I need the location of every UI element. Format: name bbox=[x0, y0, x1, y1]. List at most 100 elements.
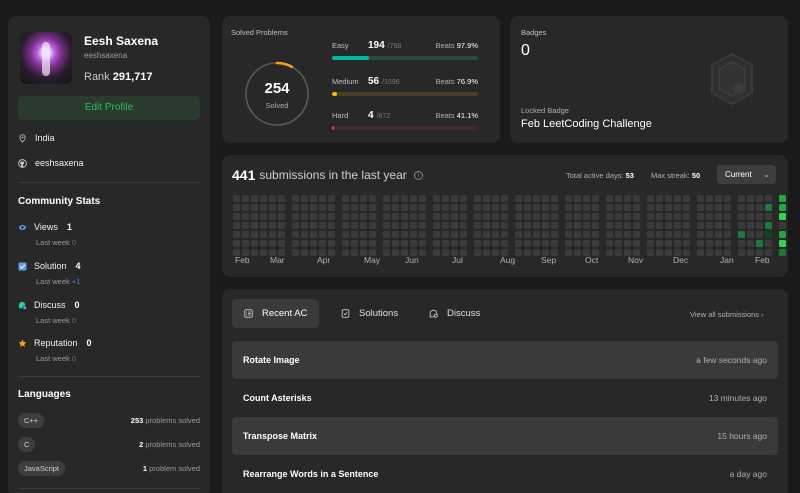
heatmap-cell[interactable] bbox=[451, 249, 458, 256]
heatmap-cell[interactable] bbox=[533, 249, 540, 256]
heatmap-cell[interactable] bbox=[278, 195, 285, 202]
heatmap-cell[interactable] bbox=[542, 240, 549, 247]
heatmap-cell[interactable] bbox=[606, 249, 613, 256]
language-chip[interactable]: C bbox=[18, 437, 36, 452]
heatmap-cell[interactable] bbox=[269, 231, 276, 238]
heatmap-cell[interactable] bbox=[483, 231, 490, 238]
heatmap-cell[interactable] bbox=[738, 222, 745, 229]
heatmap-cell[interactable] bbox=[242, 213, 249, 220]
heatmap-cell[interactable] bbox=[565, 249, 572, 256]
heatmap-cell[interactable] bbox=[278, 231, 285, 238]
heatmap-cell[interactable] bbox=[738, 195, 745, 202]
heatmap-cell[interactable] bbox=[251, 213, 258, 220]
heatmap-cell[interactable] bbox=[565, 222, 572, 229]
heatmap-cell[interactable] bbox=[624, 240, 631, 247]
heatmap-cell[interactable] bbox=[633, 240, 640, 247]
heatmap-cell[interactable] bbox=[310, 231, 317, 238]
heatmap-cell[interactable] bbox=[260, 240, 267, 247]
heatmap-cell[interactable] bbox=[433, 195, 440, 202]
heatmap-cell[interactable] bbox=[401, 240, 408, 247]
heatmap-cell[interactable] bbox=[419, 222, 426, 229]
heatmap-cell[interactable] bbox=[724, 204, 731, 211]
heatmap-cell[interactable] bbox=[301, 222, 308, 229]
heatmap-cell[interactable] bbox=[392, 240, 399, 247]
heatmap-cell[interactable] bbox=[342, 231, 349, 238]
heatmap-cell[interactable] bbox=[765, 249, 772, 256]
heatmap-cell[interactable] bbox=[583, 195, 590, 202]
heatmap-cell[interactable] bbox=[442, 240, 449, 247]
heatmap-cell[interactable] bbox=[242, 195, 249, 202]
heatmap-cell[interactable] bbox=[683, 213, 690, 220]
heatmap-cell[interactable] bbox=[392, 213, 399, 220]
heatmap-cell[interactable] bbox=[319, 213, 326, 220]
heatmap-cell[interactable] bbox=[515, 240, 522, 247]
heatmap-cell[interactable] bbox=[410, 213, 417, 220]
heatmap-cell[interactable] bbox=[501, 213, 508, 220]
heatmap-cell[interactable] bbox=[278, 213, 285, 220]
heatmap-cell[interactable] bbox=[606, 222, 613, 229]
heatmap-cell[interactable] bbox=[756, 249, 763, 256]
heatmap-cell[interactable] bbox=[269, 240, 276, 247]
heatmap-cell[interactable] bbox=[747, 222, 754, 229]
heatmap-cell[interactable] bbox=[383, 240, 390, 247]
heatmap-cell[interactable] bbox=[401, 249, 408, 256]
heatmap-cell[interactable] bbox=[492, 240, 499, 247]
heatmap-cell[interactable] bbox=[301, 249, 308, 256]
heatmap-cell[interactable] bbox=[410, 240, 417, 247]
heatmap-cell[interactable] bbox=[233, 231, 240, 238]
heatmap-cell[interactable] bbox=[624, 204, 631, 211]
heatmap-cell[interactable] bbox=[765, 231, 772, 238]
heatmap-cell[interactable] bbox=[483, 240, 490, 247]
heatmap-cell[interactable] bbox=[342, 195, 349, 202]
list-item[interactable]: Rearrange Words in a Sentence a day ago bbox=[232, 455, 778, 493]
heatmap-cell[interactable] bbox=[269, 222, 276, 229]
heatmap-cell[interactable] bbox=[410, 195, 417, 202]
edit-profile-button[interactable]: Edit Profile bbox=[18, 96, 200, 120]
heatmap-cell[interactable] bbox=[492, 204, 499, 211]
heatmap-cell[interactable] bbox=[433, 222, 440, 229]
heatmap-cell[interactable] bbox=[715, 240, 722, 247]
heatmap-cell[interactable] bbox=[492, 195, 499, 202]
heatmap-cell[interactable] bbox=[442, 222, 449, 229]
heatmap-cell[interactable] bbox=[542, 231, 549, 238]
tab-solutions[interactable]: Solutions bbox=[329, 299, 410, 328]
heatmap-cell[interactable] bbox=[779, 213, 786, 220]
heatmap-cell[interactable] bbox=[606, 240, 613, 247]
heatmap-cell[interactable] bbox=[542, 213, 549, 220]
heatmap-cell[interactable] bbox=[647, 249, 654, 256]
heatmap-cell[interactable] bbox=[551, 195, 558, 202]
heatmap-cell[interactable] bbox=[633, 222, 640, 229]
heatmap-cell[interactable] bbox=[592, 213, 599, 220]
heatmap-cell[interactable] bbox=[233, 240, 240, 247]
heatmap-cell[interactable] bbox=[492, 213, 499, 220]
heatmap-cell[interactable] bbox=[460, 231, 467, 238]
heatmap-cell[interactable] bbox=[674, 249, 681, 256]
heatmap-cell[interactable] bbox=[251, 204, 258, 211]
heatmap-cell[interactable] bbox=[401, 204, 408, 211]
heatmap-cell[interactable] bbox=[233, 213, 240, 220]
heatmap-cell[interactable] bbox=[765, 240, 772, 247]
heatmap-cell[interactable] bbox=[738, 213, 745, 220]
heatmap-cell[interactable] bbox=[624, 249, 631, 256]
tab-recent-ac[interactable]: Recent AC bbox=[232, 299, 320, 328]
heatmap-cell[interactable] bbox=[310, 240, 317, 247]
heatmap-cell[interactable] bbox=[233, 204, 240, 211]
language-chip[interactable]: JavaScript bbox=[18, 461, 66, 476]
heatmap-cell[interactable] bbox=[697, 195, 704, 202]
heatmap-cell[interactable] bbox=[674, 213, 681, 220]
heatmap-cell[interactable] bbox=[474, 240, 481, 247]
heatmap-cell[interactable] bbox=[342, 240, 349, 247]
heatmap-cell[interactable] bbox=[624, 195, 631, 202]
heatmap-cell[interactable] bbox=[351, 213, 358, 220]
heatmap-cell[interactable] bbox=[683, 222, 690, 229]
heatmap-cell[interactable] bbox=[442, 195, 449, 202]
tab-discuss[interactable]: Discuss bbox=[417, 299, 492, 328]
heatmap-cell[interactable] bbox=[492, 222, 499, 229]
heatmap-cell[interactable] bbox=[524, 231, 531, 238]
heatmap-cell[interactable] bbox=[383, 204, 390, 211]
heatmap-cell[interactable] bbox=[401, 213, 408, 220]
heatmap-cell[interactable] bbox=[383, 195, 390, 202]
heatmap-cell[interactable] bbox=[583, 249, 590, 256]
heatmap-cell[interactable] bbox=[674, 222, 681, 229]
heatmap-cell[interactable] bbox=[715, 249, 722, 256]
